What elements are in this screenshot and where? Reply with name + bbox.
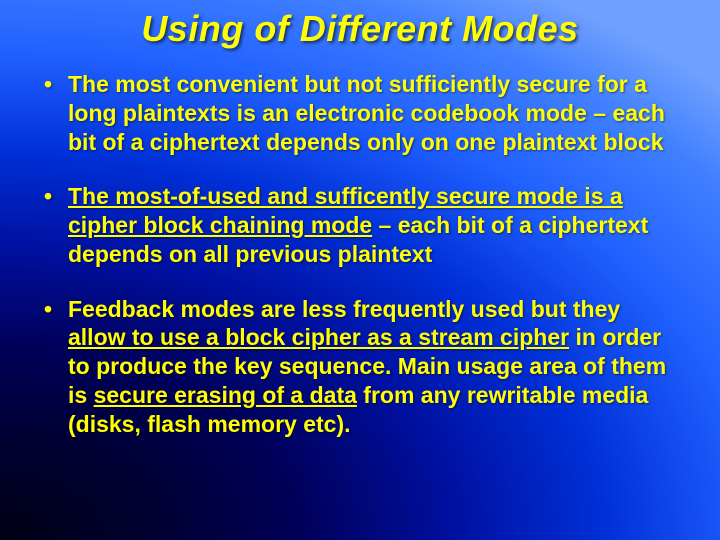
bullet-item: The most-of-used and sufficently secure … (40, 182, 680, 268)
bullet-list: The most convenient but not sufficiently… (40, 70, 680, 438)
bullet-item: Feedback modes are less frequently used … (40, 295, 680, 439)
bullet-text: The most convenient but not sufficiently… (68, 71, 665, 155)
bullet-item: The most convenient but not sufficiently… (40, 70, 680, 156)
bullet-text-underline: allow to use a block cipher as a stream … (68, 324, 569, 350)
bullet-text: Feedback modes are less frequently used … (68, 296, 620, 322)
slide-title: Using of Different Modes (40, 8, 680, 50)
slide: Using of Different Modes The most conven… (0, 0, 720, 540)
bullet-text-underline: secure erasing of a data (94, 382, 357, 408)
